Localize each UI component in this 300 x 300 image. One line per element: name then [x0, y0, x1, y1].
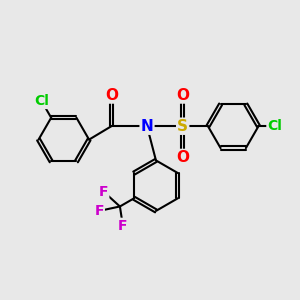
Text: Cl: Cl [267, 119, 282, 133]
Text: O: O [176, 88, 189, 103]
Text: O: O [105, 88, 118, 103]
Text: F: F [118, 219, 128, 233]
Text: N: N [141, 119, 153, 134]
Text: F: F [94, 204, 104, 218]
Text: F: F [99, 184, 108, 199]
Text: S: S [177, 119, 188, 134]
Text: O: O [176, 150, 189, 165]
Text: Cl: Cl [34, 94, 49, 108]
